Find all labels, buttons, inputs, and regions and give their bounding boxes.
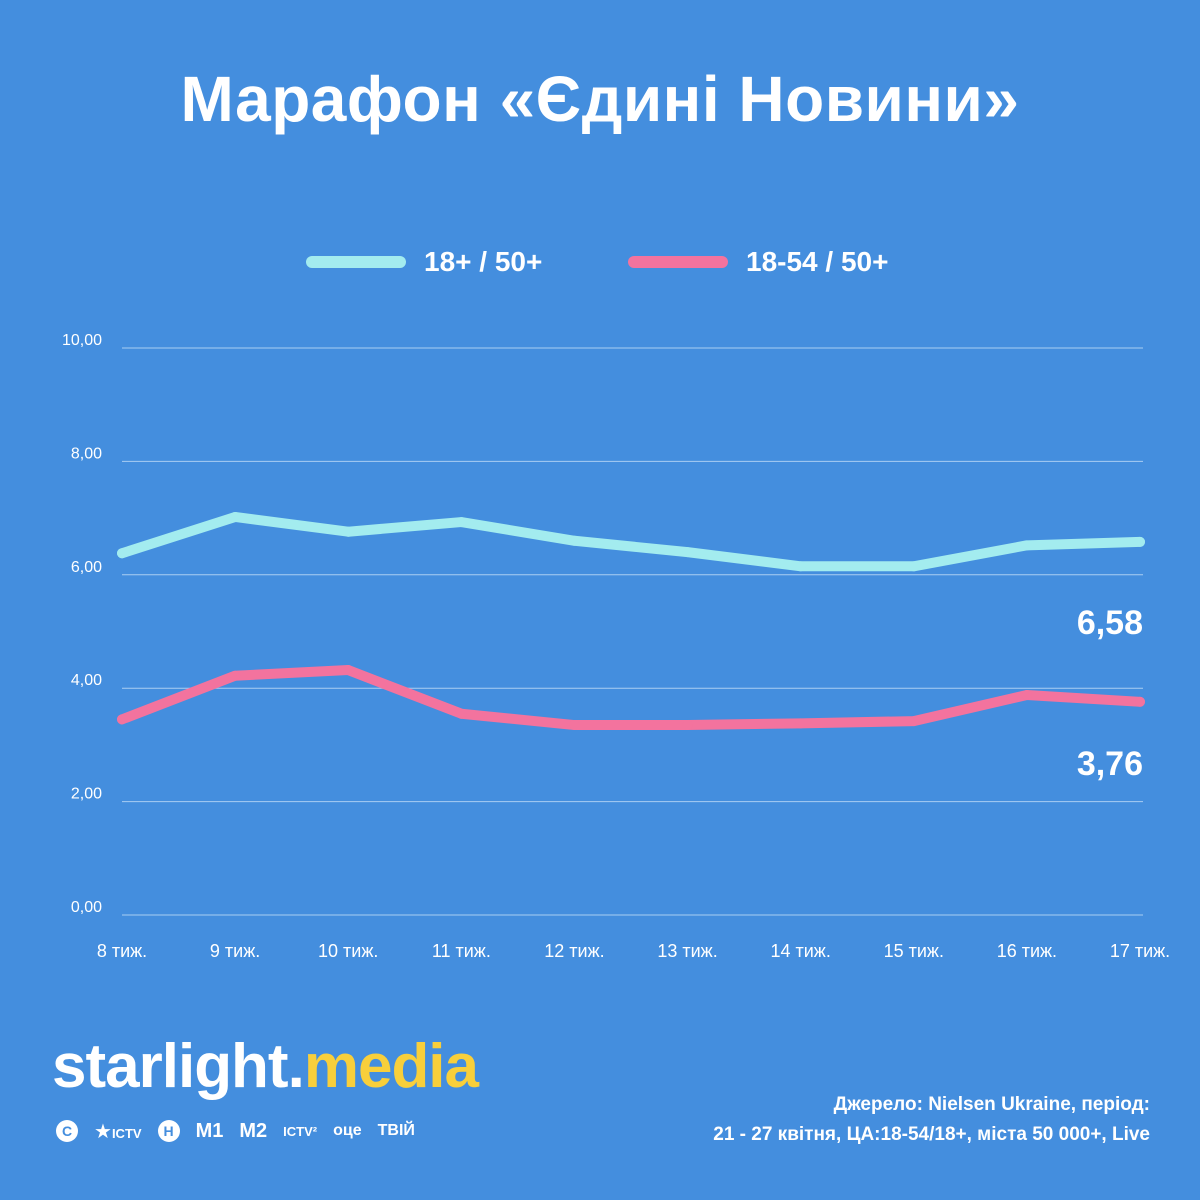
end-value-label-series-1: 6,58: [1077, 604, 1143, 642]
x-tick-label-4: 12 тиж.: [544, 941, 604, 961]
legend-swatch-series-1: [306, 256, 406, 268]
channel-logo-novy: Н: [157, 1120, 180, 1142]
x-tick-label-6: 14 тиж.: [770, 941, 830, 961]
data-point-s1-4: [569, 535, 580, 546]
series-line-2: [117, 665, 1145, 731]
page-title: Марафон «Єдині Новини»: [180, 63, 1020, 135]
brand-dot: .: [287, 1032, 305, 1101]
data-point-s1-1: [230, 511, 241, 522]
y-tick-label-0: 0,00: [71, 899, 102, 916]
data-point-s2-1: [230, 670, 241, 681]
x-tick-label-1: 9 тиж.: [210, 941, 260, 961]
x-tick-label-7: 15 тиж.: [884, 941, 944, 961]
x-tick-label-2: 10 тиж.: [318, 941, 378, 961]
data-point-s2-0: [117, 714, 127, 725]
channel-logo-ictv: ★ICTV: [94, 1120, 142, 1143]
y-tick-label-2: 4,00: [71, 672, 102, 689]
data-point-s1-9: [1135, 536, 1145, 547]
series-line-1: [117, 511, 1145, 572]
line-chart: 0,00 2,00 4,00 6,00 8,00 10,00 8 тиж. 9 тиж. 10 …: [62, 332, 1170, 961]
data-point-s1-6: [795, 561, 806, 572]
channel-logo-ictv-text: ICTV: [111, 1125, 142, 1141]
data-point-s2-5: [682, 720, 693, 731]
data-point-s2-9: [1135, 696, 1145, 707]
data-point-s2-4: [569, 720, 580, 731]
end-value-label-series-2: 3,76: [1077, 745, 1143, 783]
brand-name-part2: media: [303, 1032, 479, 1101]
legend-label-series-1: 18+ / 50+: [424, 246, 543, 277]
y-tick-label-1: 2,00: [71, 786, 102, 803]
channel-logo-tviy: ТВІЙ: [377, 1122, 415, 1139]
data-point-s1-7: [908, 561, 919, 572]
data-point-s2-6: [795, 718, 806, 729]
data-point-s1-5: [682, 547, 693, 558]
channel-logo-stb: С: [56, 1120, 78, 1142]
data-point-s2-3: [456, 708, 467, 719]
data-point-s1-3: [456, 517, 467, 528]
y-tick-label-4: 8,00: [71, 445, 102, 462]
brand-logo: starlight.media: [52, 1036, 479, 1098]
x-tick-label-5: 13 тиж.: [657, 941, 717, 961]
legend-item-series-1: 18+ / 50+: [306, 240, 542, 284]
legend-swatch-series-2: [628, 256, 728, 268]
chart-legend: 18+ / 50+ 18-54 / 50+: [0, 240, 1200, 284]
x-tick-label-3: 11 тиж.: [432, 941, 491, 961]
y-tick-label-5: 10,00: [62, 332, 102, 349]
channel-logo-m1: M1: [195, 1119, 224, 1142]
x-tick-label-9: 17 тиж.: [1110, 941, 1170, 961]
legend-label-series-2: 18-54 / 50+: [746, 246, 889, 277]
channel-logo-oce: оце: [333, 1122, 362, 1139]
channel-logo-ictv2: ICTV²: [283, 1123, 318, 1139]
source-line-1: Джерело: Nielsen Ukraine, період:: [833, 1094, 1150, 1115]
x-tick-label-8: 16 тиж.: [997, 941, 1057, 961]
brand-name-part1: starlight: [52, 1032, 289, 1101]
channel-logos: С ★ICTV Н M1 M2 ICTV² оце ТВІЙ: [56, 1118, 415, 1144]
data-point-s1-2: [343, 526, 354, 537]
data-point-s1-0: [117, 548, 127, 559]
legend-item-series-2: 18-54 / 50+: [628, 240, 888, 284]
data-point-s1-8: [1021, 540, 1032, 551]
x-tick-label-0: 8 тиж.: [97, 941, 147, 961]
source-note: Джерело: Nielsen Ukraine, період: 21 - 2…: [713, 1090, 1150, 1150]
source-line-2: 21 - 27 квітня, ЦА:18-54/18+, міста 50 0…: [713, 1124, 1150, 1145]
data-point-s2-2: [343, 665, 354, 676]
channel-logo-m2: M2: [239, 1119, 268, 1142]
data-point-s2-8: [1021, 690, 1032, 701]
data-point-s2-7: [908, 716, 919, 727]
y-tick-label-3: 6,00: [71, 559, 102, 576]
